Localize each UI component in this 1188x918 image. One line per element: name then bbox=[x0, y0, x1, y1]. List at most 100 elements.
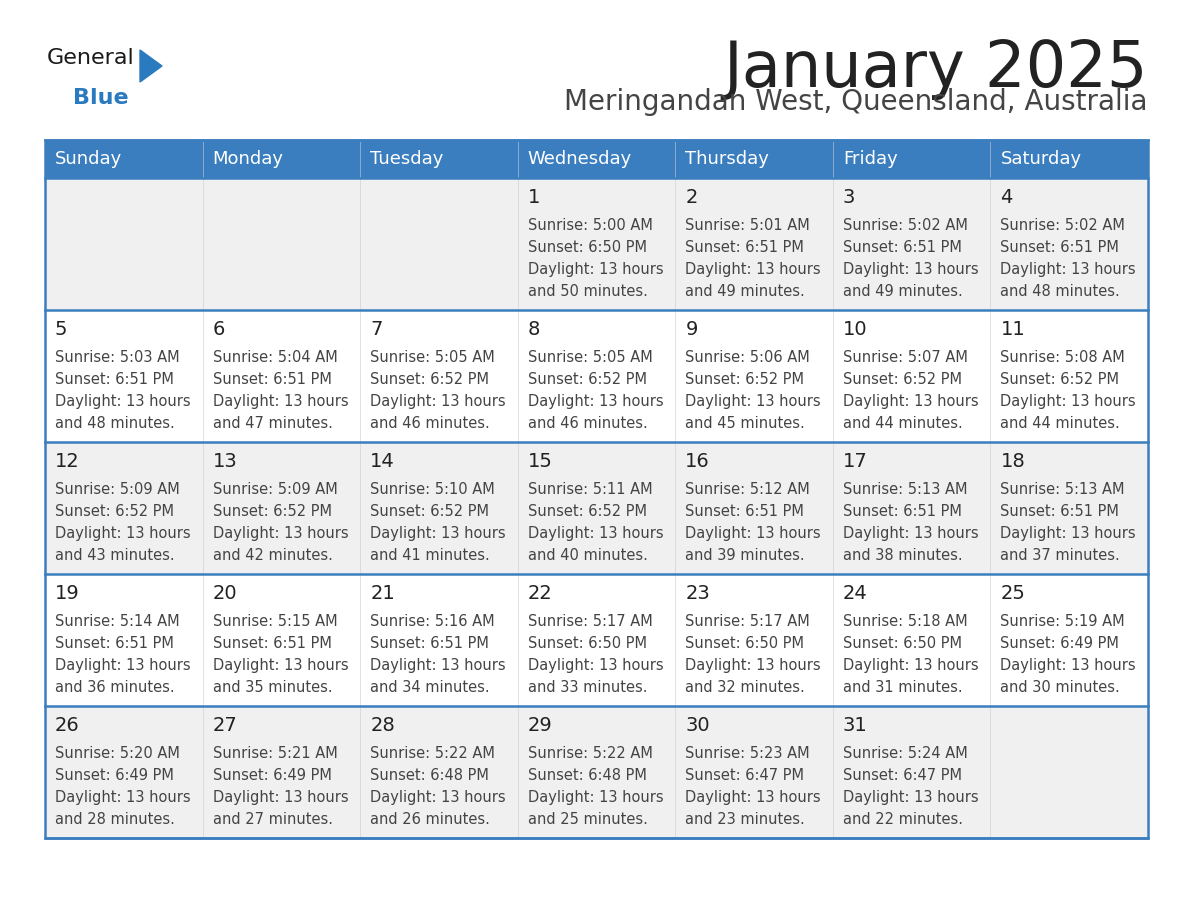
Text: Daylight: 13 hours: Daylight: 13 hours bbox=[527, 526, 663, 541]
Bar bbox=[991, 178, 1148, 310]
Text: Sunset: 6:51 PM: Sunset: 6:51 PM bbox=[842, 240, 962, 255]
Text: Daylight: 13 hours: Daylight: 13 hours bbox=[55, 658, 190, 673]
Text: Sunrise: 5:13 AM: Sunrise: 5:13 AM bbox=[1000, 482, 1125, 497]
Bar bbox=[675, 310, 833, 442]
Text: 30: 30 bbox=[685, 716, 710, 735]
Text: Sunrise: 5:22 AM: Sunrise: 5:22 AM bbox=[371, 746, 495, 761]
Text: 9: 9 bbox=[685, 320, 697, 339]
Text: Sunrise: 5:24 AM: Sunrise: 5:24 AM bbox=[842, 746, 967, 761]
Bar bbox=[360, 178, 518, 310]
Bar bbox=[45, 574, 203, 706]
Text: and 25 minutes.: and 25 minutes. bbox=[527, 812, 647, 827]
Text: 16: 16 bbox=[685, 452, 710, 471]
Bar bbox=[203, 442, 360, 574]
Text: Sunset: 6:51 PM: Sunset: 6:51 PM bbox=[213, 372, 331, 387]
Bar bbox=[675, 178, 833, 310]
Text: Sunset: 6:52 PM: Sunset: 6:52 PM bbox=[527, 372, 646, 387]
Text: Daylight: 13 hours: Daylight: 13 hours bbox=[55, 394, 190, 409]
Bar bbox=[833, 706, 991, 838]
Text: Sunrise: 5:11 AM: Sunrise: 5:11 AM bbox=[527, 482, 652, 497]
Text: 18: 18 bbox=[1000, 452, 1025, 471]
Text: Sunrise: 5:03 AM: Sunrise: 5:03 AM bbox=[55, 350, 179, 365]
Text: Sunset: 6:51 PM: Sunset: 6:51 PM bbox=[55, 636, 173, 651]
Text: 21: 21 bbox=[371, 584, 394, 603]
Text: and 46 minutes.: and 46 minutes. bbox=[527, 416, 647, 431]
Text: and 46 minutes.: and 46 minutes. bbox=[371, 416, 489, 431]
Bar bbox=[833, 442, 991, 574]
Text: and 44 minutes.: and 44 minutes. bbox=[842, 416, 962, 431]
Text: Sunrise: 5:09 AM: Sunrise: 5:09 AM bbox=[213, 482, 337, 497]
Text: Daylight: 13 hours: Daylight: 13 hours bbox=[685, 526, 821, 541]
Text: Sunset: 6:51 PM: Sunset: 6:51 PM bbox=[371, 636, 489, 651]
Text: Daylight: 13 hours: Daylight: 13 hours bbox=[842, 394, 979, 409]
Bar bbox=[203, 574, 360, 706]
Text: Sunset: 6:50 PM: Sunset: 6:50 PM bbox=[842, 636, 962, 651]
Text: Sunset: 6:52 PM: Sunset: 6:52 PM bbox=[371, 504, 489, 519]
Bar bbox=[991, 706, 1148, 838]
Text: Sunrise: 5:04 AM: Sunrise: 5:04 AM bbox=[213, 350, 337, 365]
Text: 31: 31 bbox=[842, 716, 867, 735]
Text: Sunset: 6:48 PM: Sunset: 6:48 PM bbox=[527, 768, 646, 783]
Bar bbox=[991, 310, 1148, 442]
Text: and 30 minutes.: and 30 minutes. bbox=[1000, 680, 1120, 695]
Text: Tuesday: Tuesday bbox=[371, 150, 443, 168]
Text: Daylight: 13 hours: Daylight: 13 hours bbox=[55, 526, 190, 541]
Text: Sunrise: 5:02 AM: Sunrise: 5:02 AM bbox=[1000, 218, 1125, 233]
Text: Sunrise: 5:18 AM: Sunrise: 5:18 AM bbox=[842, 614, 967, 629]
Bar bbox=[991, 140, 1148, 178]
Text: Sunrise: 5:00 AM: Sunrise: 5:00 AM bbox=[527, 218, 652, 233]
Text: Sunset: 6:52 PM: Sunset: 6:52 PM bbox=[685, 372, 804, 387]
Text: 22: 22 bbox=[527, 584, 552, 603]
Text: Daylight: 13 hours: Daylight: 13 hours bbox=[213, 658, 348, 673]
Text: 4: 4 bbox=[1000, 188, 1013, 207]
Bar bbox=[518, 178, 675, 310]
Text: Daylight: 13 hours: Daylight: 13 hours bbox=[527, 658, 663, 673]
Text: 17: 17 bbox=[842, 452, 867, 471]
Text: Friday: Friday bbox=[842, 150, 898, 168]
Text: and 23 minutes.: and 23 minutes. bbox=[685, 812, 805, 827]
Text: Sunset: 6:51 PM: Sunset: 6:51 PM bbox=[685, 504, 804, 519]
Bar bbox=[45, 706, 203, 838]
Text: Daylight: 13 hours: Daylight: 13 hours bbox=[371, 394, 506, 409]
Polygon shape bbox=[140, 50, 162, 82]
Text: Sunrise: 5:16 AM: Sunrise: 5:16 AM bbox=[371, 614, 494, 629]
Text: and 38 minutes.: and 38 minutes. bbox=[842, 548, 962, 563]
Text: Sunset: 6:52 PM: Sunset: 6:52 PM bbox=[371, 372, 489, 387]
Text: Sunset: 6:50 PM: Sunset: 6:50 PM bbox=[685, 636, 804, 651]
Text: 24: 24 bbox=[842, 584, 867, 603]
Bar bbox=[45, 140, 203, 178]
Text: and 44 minutes.: and 44 minutes. bbox=[1000, 416, 1120, 431]
Text: Daylight: 13 hours: Daylight: 13 hours bbox=[213, 790, 348, 805]
Text: and 43 minutes.: and 43 minutes. bbox=[55, 548, 175, 563]
Text: Monday: Monday bbox=[213, 150, 284, 168]
Text: 28: 28 bbox=[371, 716, 394, 735]
Text: 13: 13 bbox=[213, 452, 238, 471]
Text: and 41 minutes.: and 41 minutes. bbox=[371, 548, 489, 563]
Text: and 49 minutes.: and 49 minutes. bbox=[842, 284, 962, 299]
Text: Sunrise: 5:20 AM: Sunrise: 5:20 AM bbox=[55, 746, 179, 761]
Bar bbox=[203, 178, 360, 310]
Bar bbox=[991, 442, 1148, 574]
Text: and 26 minutes.: and 26 minutes. bbox=[371, 812, 489, 827]
Bar bbox=[518, 140, 675, 178]
Text: Sunrise: 5:07 AM: Sunrise: 5:07 AM bbox=[842, 350, 968, 365]
Text: Sunrise: 5:10 AM: Sunrise: 5:10 AM bbox=[371, 482, 495, 497]
Bar bbox=[203, 706, 360, 838]
Text: Daylight: 13 hours: Daylight: 13 hours bbox=[213, 526, 348, 541]
Bar bbox=[45, 140, 1148, 838]
Text: 27: 27 bbox=[213, 716, 238, 735]
Text: Daylight: 13 hours: Daylight: 13 hours bbox=[371, 790, 506, 805]
Text: Wednesday: Wednesday bbox=[527, 150, 632, 168]
Text: 19: 19 bbox=[55, 584, 80, 603]
Text: and 36 minutes.: and 36 minutes. bbox=[55, 680, 175, 695]
Text: Daylight: 13 hours: Daylight: 13 hours bbox=[1000, 394, 1136, 409]
Text: and 34 minutes.: and 34 minutes. bbox=[371, 680, 489, 695]
Bar bbox=[360, 442, 518, 574]
Text: Daylight: 13 hours: Daylight: 13 hours bbox=[842, 790, 979, 805]
Text: Sunset: 6:50 PM: Sunset: 6:50 PM bbox=[527, 240, 646, 255]
Text: Sunset: 6:47 PM: Sunset: 6:47 PM bbox=[842, 768, 962, 783]
Text: Sunset: 6:49 PM: Sunset: 6:49 PM bbox=[1000, 636, 1119, 651]
Text: 14: 14 bbox=[371, 452, 394, 471]
Text: and 48 minutes.: and 48 minutes. bbox=[55, 416, 175, 431]
Text: Sunrise: 5:08 AM: Sunrise: 5:08 AM bbox=[1000, 350, 1125, 365]
